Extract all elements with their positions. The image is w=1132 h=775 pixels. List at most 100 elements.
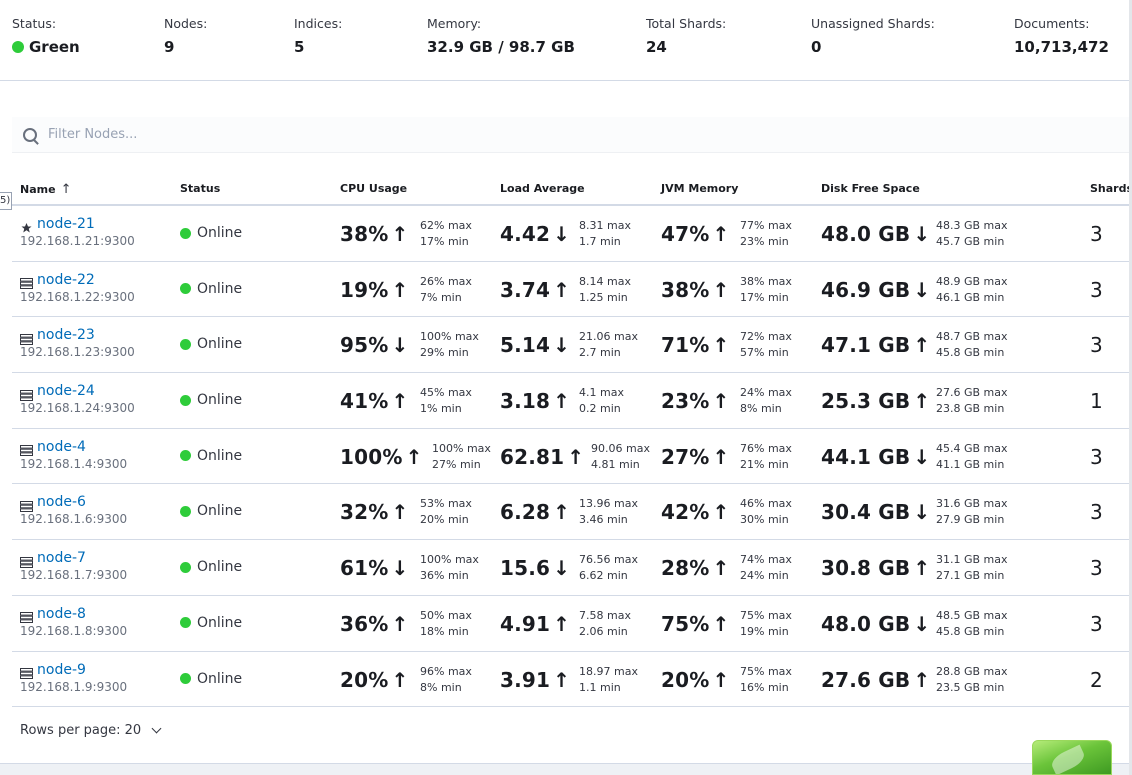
- jvm-range: 75% max 19% min: [740, 608, 792, 640]
- disk-min: 23.5 GB min: [936, 680, 1005, 694]
- cpu-range: 50% max 18% min: [420, 608, 472, 640]
- summary-documents-value: 10,713,472: [1014, 38, 1109, 56]
- disk-current: 27.6 GB: [821, 667, 911, 692]
- jvm-value: 20% ↑: [661, 667, 729, 693]
- disk-range: 48.7 GB max 45.8 GB min: [936, 329, 1008, 361]
- jvm-max: 75% max: [740, 608, 792, 622]
- cpu-range: 100% max 36% min: [420, 552, 479, 584]
- node-name-link[interactable]: node-9: [37, 661, 86, 678]
- cpu-value: 20% ↑: [340, 667, 408, 693]
- node-status: Online: [180, 225, 242, 241]
- jvm-current: 71%: [661, 333, 710, 358]
- load-range: 8.31 max 1.7 min: [579, 218, 631, 250]
- arrow-up-icon: ↑: [405, 444, 423, 469]
- arrow-up-icon: ↑: [913, 333, 931, 358]
- node-name-link[interactable]: node-8: [37, 605, 86, 622]
- summary-nodes: Nodes: 9: [164, 16, 207, 57]
- disk-range: 48.5 GB max 45.8 GB min: [936, 608, 1008, 640]
- column-header-shards[interactable]: Shards: [1090, 182, 1132, 195]
- cpu-current: 19%: [340, 277, 389, 302]
- column-header-disk[interactable]: Disk Free Space: [821, 182, 920, 195]
- disk-max: 45.4 GB max: [936, 441, 1008, 455]
- load-range: 18.97 max 1.1 min: [579, 664, 638, 696]
- shard-count: 3: [1090, 444, 1103, 469]
- cpu-max: 50% max: [420, 608, 472, 622]
- node-name-link[interactable]: node-23: [37, 327, 95, 344]
- node-status-label: Online: [197, 670, 243, 687]
- status-dot-icon: [180, 505, 191, 517]
- load-value: 5.14 ↓: [500, 332, 570, 358]
- arrow-up-icon: ↑: [553, 667, 570, 692]
- arrow-up-icon: ↑: [391, 611, 409, 636]
- column-header-jvm[interactable]: JVM Memory: [661, 182, 739, 195]
- node-status: Online: [180, 448, 242, 464]
- load-range: 4.1 max 0.2 min: [579, 385, 624, 417]
- node-status-label: Online: [197, 280, 243, 297]
- node-name-link[interactable]: node-24: [37, 383, 95, 400]
- node-name-link[interactable]: node-4: [37, 438, 86, 455]
- jvm-range: 74% max 24% min: [740, 552, 792, 584]
- summary-status: Status: Green: [12, 16, 80, 57]
- load-current: 4.42: [500, 222, 551, 246]
- load-range: 21.06 max 2.7 min: [579, 329, 638, 361]
- jvm-range: 72% max 57% min: [740, 329, 792, 361]
- cpu-range: 62% max 17% min: [420, 218, 472, 250]
- node-name-link[interactable]: node-6: [37, 494, 86, 511]
- node-status-label: Online: [197, 336, 243, 353]
- cpu-max: 26% max: [420, 274, 472, 288]
- shard-count: 3: [1090, 611, 1103, 636]
- arrow-up-icon: ↑: [553, 500, 570, 525]
- arrow-up-icon: ↑: [712, 500, 730, 525]
- disk-max: 48.7 GB max: [936, 330, 1008, 344]
- rows-per-page-selector[interactable]: Rows per page: 20: [20, 723, 162, 738]
- status-dot-icon: [180, 673, 191, 684]
- filter-nodes-input[interactable]: [48, 127, 648, 142]
- edge-tab[interactable]: 5): [0, 192, 12, 210]
- column-header-load[interactable]: Load Average: [500, 182, 585, 195]
- node-name-link[interactable]: node-22: [37, 271, 95, 288]
- leaf-logo-badge[interactable]: [1032, 740, 1112, 775]
- load-max: 8.31 max: [579, 219, 631, 232]
- cpu-min: 20% min: [420, 513, 469, 527]
- shard-count: 3: [1090, 222, 1103, 246]
- jvm-min: 16% min: [740, 680, 789, 694]
- jvm-min: 8% min: [740, 402, 782, 416]
- node-address: 192.168.1.6:9300: [20, 512, 128, 527]
- summary-nodes-value: 9: [164, 38, 175, 56]
- load-current: 62.81: [500, 444, 565, 469]
- summary-unassigned-shards-label: Unassigned Shards:: [811, 16, 935, 31]
- column-header-cpu[interactable]: CPU Usage: [340, 182, 408, 195]
- jvm-value: 28% ↑: [661, 555, 729, 581]
- jvm-current: 75%: [661, 611, 710, 636]
- node-name-link[interactable]: node-7: [37, 550, 86, 567]
- jvm-range: 77% max 23% min: [740, 218, 792, 250]
- sort-ascending-icon: ↑: [60, 182, 72, 197]
- load-min: 1.1 min: [579, 680, 621, 694]
- status-dot-icon: [180, 561, 191, 573]
- load-min: 4.81 min: [591, 457, 640, 471]
- disk-range: 27.6 GB max 23.8 GB min: [936, 385, 1008, 417]
- chevron-down-icon: [151, 723, 162, 734]
- vertical-scrollbar[interactable]: [1129, 0, 1132, 775]
- rows-per-page-label: Rows per page: 20: [20, 723, 142, 738]
- node-name-link[interactable]: node-21: [37, 216, 95, 232]
- node-name-cell: node-24 192.168.1.24:9300: [20, 382, 135, 416]
- table-row: node-24 192.168.1.24:9300 Online 41% ↑ 45% ma…: [12, 373, 1132, 429]
- node-name-cell: node-23 192.168.1.23:9300: [20, 326, 135, 360]
- jvm-value: 38% ↑: [661, 277, 729, 303]
- jvm-range: 75% max 16% min: [740, 664, 792, 696]
- filter-bar: [12, 117, 1130, 153]
- disk-current: 25.3 GB: [821, 389, 911, 414]
- node-status: Online: [180, 392, 242, 408]
- table-row: node-7 192.168.1.7:9300 Online 61% ↓ 100% max…: [12, 540, 1132, 596]
- node-name-cell: node-6 192.168.1.6:9300: [20, 493, 127, 527]
- cpu-value: 36% ↑: [340, 611, 408, 637]
- arrow-up-icon: ↑: [553, 389, 570, 414]
- arrow-up-icon: ↑: [391, 222, 409, 246]
- column-header-name[interactable]: Name ↑: [20, 182, 71, 197]
- shard-count: 3: [1090, 556, 1103, 581]
- cpu-current: 20%: [340, 667, 389, 692]
- cpu-range: 100% max 29% min: [420, 329, 479, 361]
- cpu-current: 95%: [340, 333, 389, 358]
- column-header-status[interactable]: Status: [180, 182, 221, 195]
